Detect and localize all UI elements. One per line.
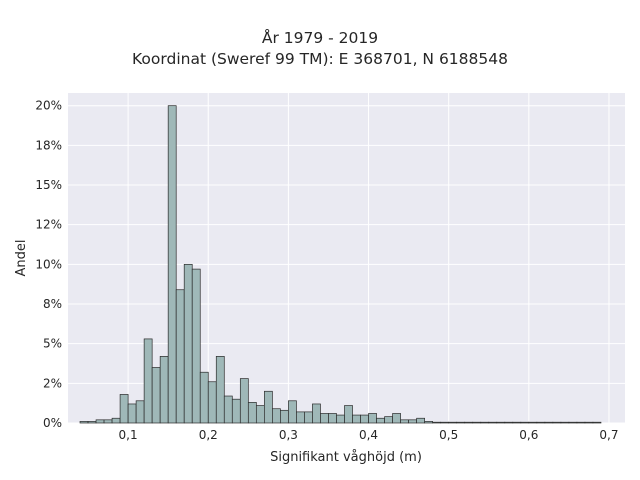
histogram-bar [312,403,321,424]
y-axis-label: Andel [14,240,29,277]
histogram-bar [464,421,474,424]
y-tick-label: 8% [43,297,62,311]
histogram-bar [488,421,498,424]
histogram-bar [520,421,530,424]
histogram-bar [528,421,538,424]
histogram-bar [472,421,482,424]
histogram-bar [111,417,121,424]
histogram-bar [183,263,193,424]
histogram-bar [504,421,514,424]
histogram-bar [544,421,554,424]
histogram-bar [496,421,506,424]
histogram-bar [199,371,209,424]
histogram-bar [360,414,369,424]
histogram-bar [119,394,129,424]
histogram-bar [424,421,434,424]
histogram-bar [584,421,594,424]
y-tick-label: 0% [43,416,62,430]
histogram-bar [448,421,458,424]
histogram-bar [135,400,145,424]
histogram-bar [560,421,570,424]
histogram-bar [304,411,313,424]
y-tick-label: 5% [43,337,62,351]
histogram-bar [456,421,466,424]
histogram-bar [288,400,297,424]
histogram-bar [368,413,377,424]
y-tick-label: 10% [35,257,62,271]
histogram-bar [79,421,89,424]
histogram-bar [95,419,105,424]
x-axis: 0,1 0,2 0,3 0,4 0,5 0,6 0,7 [119,428,619,442]
histogram-bar [512,421,522,424]
histogram-bar [344,405,353,424]
chart-title: År 1979 - 2019 [261,29,379,47]
histogram-bar [280,409,289,424]
x-tick-label: 0,4 [359,428,378,442]
histogram-bar [231,398,241,424]
histogram-bar [159,356,169,424]
histogram-bar [151,367,161,424]
x-tick-label: 0,5 [439,428,458,442]
histogram-bar [440,421,450,424]
chart-subtitle: Koordinat (Sweref 99 TM): E 368701, N 61… [132,50,508,68]
histogram-bar [536,421,546,424]
y-tick-label: 18% [35,138,62,152]
histogram-bar [255,405,265,424]
histogram-bar [191,268,201,424]
x-tick-label: 0,2 [199,428,218,442]
y-tick-label: 20% [35,99,62,113]
histogram-bar [296,411,305,424]
histogram-bar [207,381,217,424]
y-tick-label: 2% [43,376,62,390]
histogram-bar [247,402,257,424]
histogram-bar [376,417,385,424]
x-tick-label: 0,3 [279,428,298,442]
histogram-bar [320,413,329,424]
histogram-bar [384,416,393,424]
histogram-bar [432,421,442,424]
x-tick-label: 0,1 [119,428,138,442]
histogram-bar [175,289,185,424]
x-tick-label: 0,7 [599,428,618,442]
histogram-bar [480,421,490,424]
y-tick-label: 15% [35,178,62,192]
x-tick-label: 0,6 [519,428,538,442]
grid-lines [68,93,625,424]
histogram-bar [336,414,345,424]
histogram-bar [239,378,249,424]
histogram-bar [103,419,113,424]
histogram-bar [416,417,425,424]
histogram-bar [592,421,602,424]
histogram-bar [552,421,562,424]
histogram-bar [127,403,137,424]
x-axis-label: Signifikant våghöjd (m) [270,450,422,465]
histogram-bar [223,395,233,424]
histogram-bar [328,413,337,424]
bars [79,105,602,424]
histogram-bar [87,421,97,424]
histogram-bar [392,413,401,424]
y-tick-label: 12% [35,218,62,232]
histogram-bar [576,421,586,424]
y-axis: 0% 2% 5% 8% 10% 12% 15% 18% 20% [35,99,62,430]
histogram-bar [272,408,281,424]
histogram-bar [143,338,153,424]
histogram-bar [568,421,578,424]
histogram-bar [264,390,273,424]
histogram-bar [408,419,417,424]
histogram-bar [167,105,177,424]
histogram-bar [215,356,225,424]
histogram-bar [400,419,409,424]
histogram-bar [352,414,361,424]
